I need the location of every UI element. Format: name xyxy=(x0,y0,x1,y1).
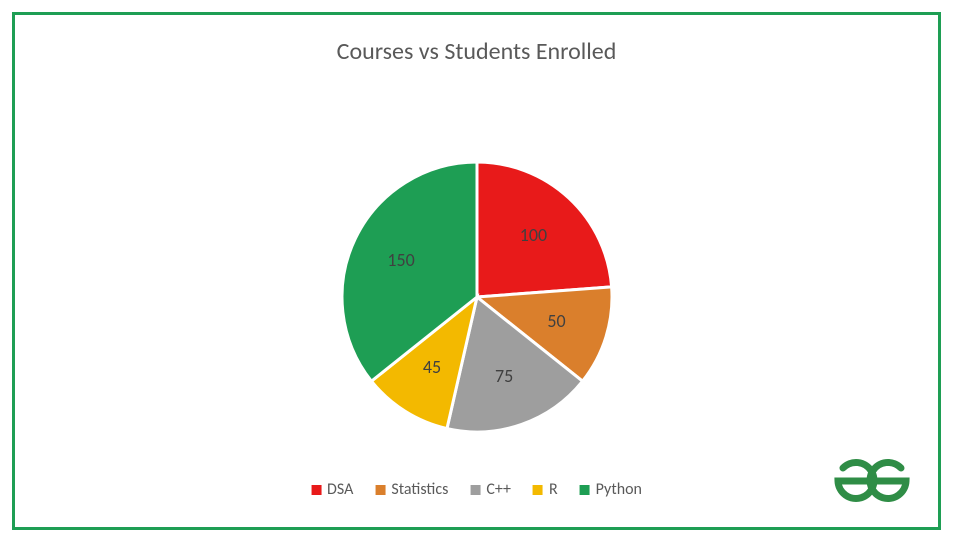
legend-label: R xyxy=(549,480,558,499)
slice-label-python: 150 xyxy=(387,249,414,271)
legend-swatch xyxy=(580,485,590,495)
logo-right-g xyxy=(870,462,906,498)
legend-item-cplusplus: C++ xyxy=(470,480,511,499)
legend-label: DSA xyxy=(327,480,353,499)
chart-frame: Courses vs Students Enrolled 100 50 75 45 15… xyxy=(12,12,941,530)
legend-swatch xyxy=(470,485,480,495)
legend-swatch xyxy=(311,485,321,495)
geeksforgeeks-logo-icon xyxy=(828,458,916,509)
slice-label-r: 45 xyxy=(423,356,441,378)
pie-chart: 100 50 75 45 150 xyxy=(332,152,622,442)
slice-label-dsa: 100 xyxy=(520,224,547,246)
legend-label: C++ xyxy=(486,480,511,499)
legend: DSA Statistics C++ R Python xyxy=(311,480,642,499)
legend-item-statistics: Statistics xyxy=(375,480,448,499)
legend-item-dsa: DSA xyxy=(311,480,353,499)
pie-svg xyxy=(332,152,622,442)
legend-label: Python xyxy=(596,480,642,499)
legend-swatch xyxy=(533,485,543,495)
legend-item-python: Python xyxy=(580,480,642,499)
slice-label-statistics: 50 xyxy=(547,310,565,332)
chart-title: Courses vs Students Enrolled xyxy=(15,37,938,66)
legend-label: Statistics xyxy=(391,480,448,499)
slice-label-cplusplus: 75 xyxy=(495,365,513,387)
legend-swatch xyxy=(375,485,385,495)
legend-item-r: R xyxy=(533,480,558,499)
